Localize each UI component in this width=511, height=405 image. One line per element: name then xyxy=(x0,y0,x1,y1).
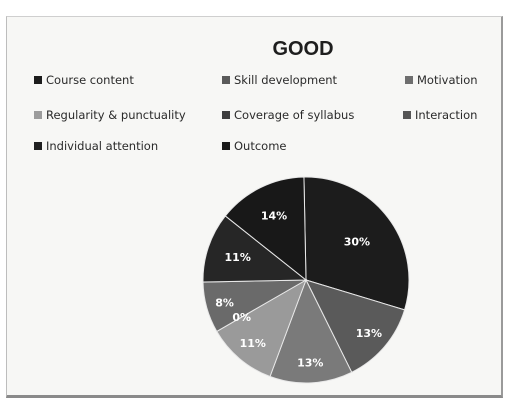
legend-label: Skill development xyxy=(234,73,338,87)
pie-slice-unlabeled-8 xyxy=(224,176,307,282)
legend-swatch xyxy=(222,111,230,119)
pie-slices xyxy=(202,176,410,384)
legend-swatch xyxy=(403,111,411,119)
legend-swatch xyxy=(405,76,413,84)
pie-slice-outcome xyxy=(202,215,308,283)
pie-labels: 30% 13% 13% 11% 0%8% 11% 14% xyxy=(215,209,382,369)
legend-label: Regularity & punctuality xyxy=(46,108,186,122)
pie-slice-skill-development xyxy=(305,279,406,373)
pie-slice-course-content xyxy=(303,176,410,311)
pie-slice-regularity-punctuality xyxy=(269,278,353,384)
legend-item-skill-development: Skill development xyxy=(222,73,337,87)
pie-slice-coverage-of-syllabus xyxy=(216,278,307,378)
pie-data-label: 0% xyxy=(232,311,251,324)
legend-swatch xyxy=(34,76,42,84)
legend-label: Motivation xyxy=(417,73,478,87)
legend-item-individual-attention: Individual attention xyxy=(34,139,158,153)
legend-label: Outcome xyxy=(234,139,287,153)
pie-data-label: 13% xyxy=(297,356,323,369)
pie-data-label: 11% xyxy=(225,251,251,264)
legend-label: Coverage of syllabus xyxy=(234,108,355,122)
legend-item-motivation: Motivation xyxy=(405,73,478,87)
legend-item-course-content: Course content xyxy=(34,73,134,87)
legend-label: Individual attention xyxy=(46,139,159,153)
pie-data-label: 11% xyxy=(240,337,266,350)
pie-data-label: 30% xyxy=(344,235,370,248)
legend-item-coverage-of-syllabus: Coverage of syllabus xyxy=(222,108,354,122)
chart-title: GOOD xyxy=(272,38,334,60)
legend-label: Interaction xyxy=(415,108,478,122)
pie-data-label: 13% xyxy=(356,327,382,340)
legend-item-outcome: Outcome xyxy=(222,139,287,153)
legend-swatch xyxy=(222,142,230,150)
legend-item-interaction: Interaction xyxy=(403,108,477,122)
legend-swatch xyxy=(34,111,42,119)
legend-label: Course content xyxy=(46,73,134,87)
pie-data-label: 8% xyxy=(215,297,234,310)
pie-data-label: 14% xyxy=(261,209,287,222)
legend-item-regularity-punctuality: Regularity & punctuality xyxy=(34,108,186,122)
legend-swatch xyxy=(34,142,42,150)
legend-swatch xyxy=(222,76,230,84)
